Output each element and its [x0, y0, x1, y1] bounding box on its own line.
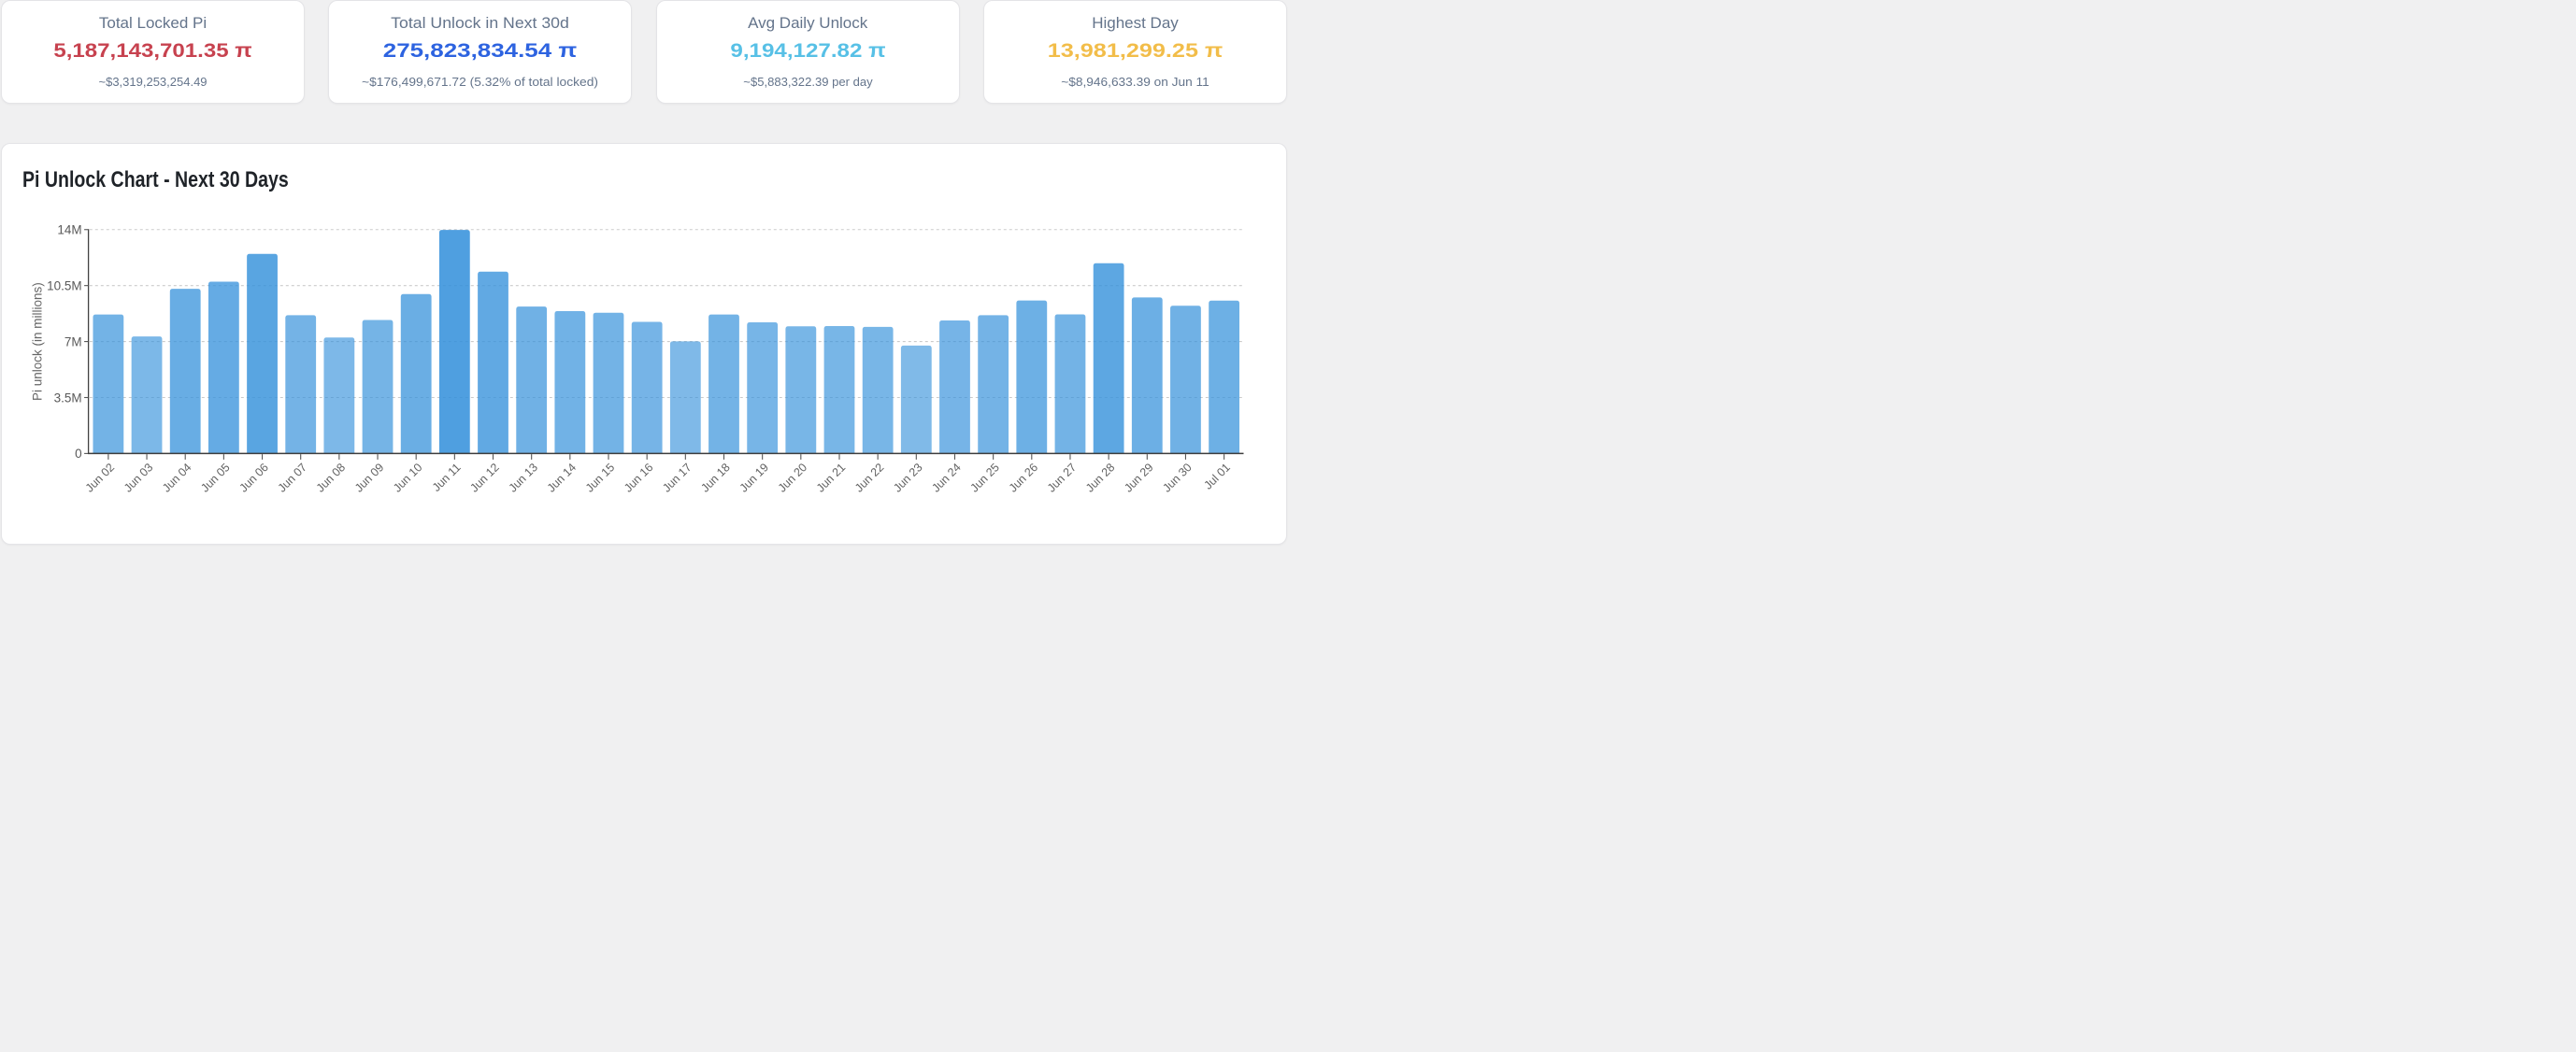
svg-text:Jun 27: Jun 27 — [1045, 461, 1079, 494]
svg-text:Jun 22: Jun 22 — [852, 461, 886, 494]
svg-text:Jun 02: Jun 02 — [83, 461, 117, 494]
svg-text:Jun 09: Jun 09 — [352, 461, 386, 494]
svg-text:Jun 28: Jun 28 — [1083, 461, 1117, 494]
svg-text:Jun 12: Jun 12 — [467, 461, 501, 494]
svg-text:Jun 14: Jun 14 — [545, 461, 579, 494]
svg-text:Jun 29: Jun 29 — [1122, 461, 1155, 494]
svg-text:Jun 18: Jun 18 — [698, 461, 732, 494]
svg-text:Jun 07: Jun 07 — [276, 461, 309, 494]
svg-text:Pi unlock (in millions): Pi unlock (in millions) — [31, 282, 45, 401]
svg-text:Jun 08: Jun 08 — [314, 461, 348, 494]
svg-text:Jun 21: Jun 21 — [814, 461, 848, 494]
svg-text:Jun 30: Jun 30 — [1160, 461, 1194, 494]
svg-text:0: 0 — [75, 447, 82, 461]
svg-text:Jun 15: Jun 15 — [583, 461, 617, 494]
svg-text:Jun 25: Jun 25 — [968, 461, 1002, 494]
svg-text:Jun 19: Jun 19 — [737, 461, 771, 494]
svg-text:Jun 10: Jun 10 — [391, 461, 424, 494]
svg-text:3.5M: 3.5M — [54, 391, 82, 405]
svg-text:Jun 05: Jun 05 — [198, 461, 232, 494]
svg-text:Jun 11: Jun 11 — [430, 461, 464, 494]
svg-text:Jun 26: Jun 26 — [1007, 461, 1040, 494]
svg-text:Jun 06: Jun 06 — [236, 461, 270, 494]
svg-text:Jun 13: Jun 13 — [507, 461, 540, 494]
svg-text:14M: 14M — [57, 223, 81, 237]
svg-text:Jun 24: Jun 24 — [929, 461, 963, 494]
svg-text:Jun 16: Jun 16 — [622, 461, 655, 494]
svg-text:Jun 04: Jun 04 — [160, 461, 193, 494]
svg-text:7M: 7M — [64, 334, 82, 348]
svg-text:Jun 23: Jun 23 — [891, 461, 924, 494]
svg-text:Jun 03: Jun 03 — [122, 461, 155, 494]
svg-text:10.5M: 10.5M — [47, 278, 82, 292]
svg-text:Jun 20: Jun 20 — [776, 461, 809, 494]
svg-text:Jul 01: Jul 01 — [1201, 461, 1233, 492]
svg-text:Jun 17: Jun 17 — [660, 461, 694, 494]
